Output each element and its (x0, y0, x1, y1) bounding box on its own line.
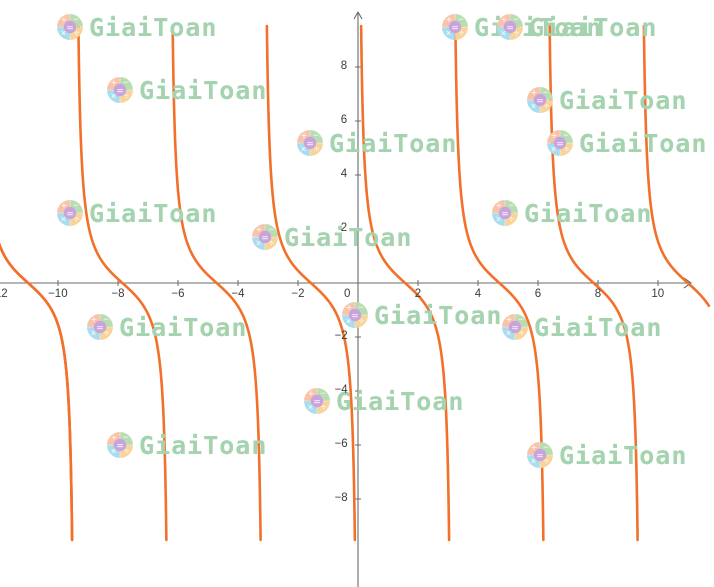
cotangent-branch-7 (548, 24, 639, 542)
cotangent-branch-4 (265, 24, 357, 542)
x-tick-label-2: −8 (111, 288, 125, 300)
x-axis-arrow-icon (683, 277, 692, 289)
x-tick-label-8: 4 (474, 288, 482, 300)
x-tick-label-10: 8 (594, 288, 602, 300)
y-tick-label-1: −6 (334, 438, 348, 450)
cotangent-branch-3 (171, 24, 262, 542)
x-tick-label-1: −10 (48, 288, 68, 300)
y-tick-label-4: 2 (340, 222, 348, 234)
cotangent-branch-1 (0, 242, 74, 542)
x-tick-label-11: 10 (651, 288, 665, 300)
y-tick-label-7: 8 (340, 60, 348, 72)
y-axis-arrow-icon (353, 11, 363, 20)
x-tick-label-0: −12 (0, 288, 8, 300)
x-tick-label-3: −6 (171, 288, 185, 300)
cotangent-branch-6 (454, 24, 545, 542)
y-tick-label-6: 6 (340, 114, 348, 126)
cotangent-branch-2 (77, 24, 168, 542)
y-tick-label-2: −4 (334, 384, 348, 396)
y-tick-label-5: 4 (340, 168, 348, 180)
x-tick-label-0: 0 (344, 288, 351, 300)
x-tick-label-4: −4 (231, 288, 245, 300)
x-tick-label-5: −2 (291, 288, 305, 300)
cotangent-branch-8 (642, 24, 711, 308)
cotangent-branch-5 (359, 24, 451, 542)
x-tick-label-9: 6 (534, 288, 542, 300)
y-tick-label-3: −2 (334, 330, 348, 342)
x-tick-label-7: 2 (414, 288, 422, 300)
y-tick-label-0: −8 (334, 492, 348, 504)
